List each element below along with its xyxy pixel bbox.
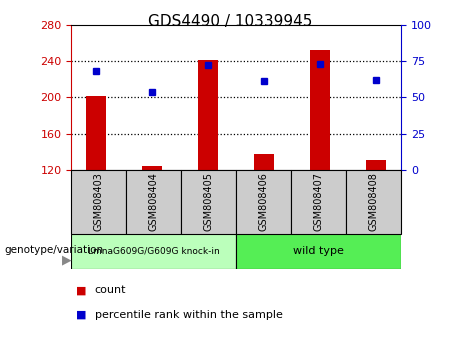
Bar: [366, 160, 386, 170]
Bar: [86, 96, 106, 170]
Bar: [71, 234, 236, 269]
Text: GSM808403: GSM808403: [94, 172, 104, 231]
Bar: [310, 50, 330, 170]
Bar: [254, 154, 274, 170]
Bar: [126, 170, 181, 234]
Text: GSM808405: GSM808405: [204, 172, 214, 231]
Text: GSM808406: GSM808406: [259, 172, 269, 231]
Text: percentile rank within the sample: percentile rank within the sample: [95, 310, 283, 320]
Text: wild type: wild type: [293, 246, 344, 256]
Text: GDS4490 / 10339945: GDS4490 / 10339945: [148, 14, 313, 29]
Bar: [181, 170, 236, 234]
Bar: [142, 166, 162, 170]
Bar: [236, 234, 401, 269]
Text: genotype/variation: genotype/variation: [5, 245, 104, 255]
Bar: [71, 170, 126, 234]
Text: LmnaG609G/G609G knock-in: LmnaG609G/G609G knock-in: [88, 247, 220, 256]
Bar: [291, 170, 346, 234]
Bar: [236, 170, 291, 234]
Text: ▶: ▶: [62, 254, 72, 267]
Bar: [346, 170, 401, 234]
Text: GSM808407: GSM808407: [313, 172, 324, 231]
Bar: [198, 60, 218, 170]
Text: ■: ■: [76, 310, 87, 320]
Text: count: count: [95, 285, 126, 295]
Text: GSM808408: GSM808408: [369, 172, 378, 231]
Text: ■: ■: [76, 285, 87, 295]
Text: GSM808404: GSM808404: [149, 172, 159, 231]
